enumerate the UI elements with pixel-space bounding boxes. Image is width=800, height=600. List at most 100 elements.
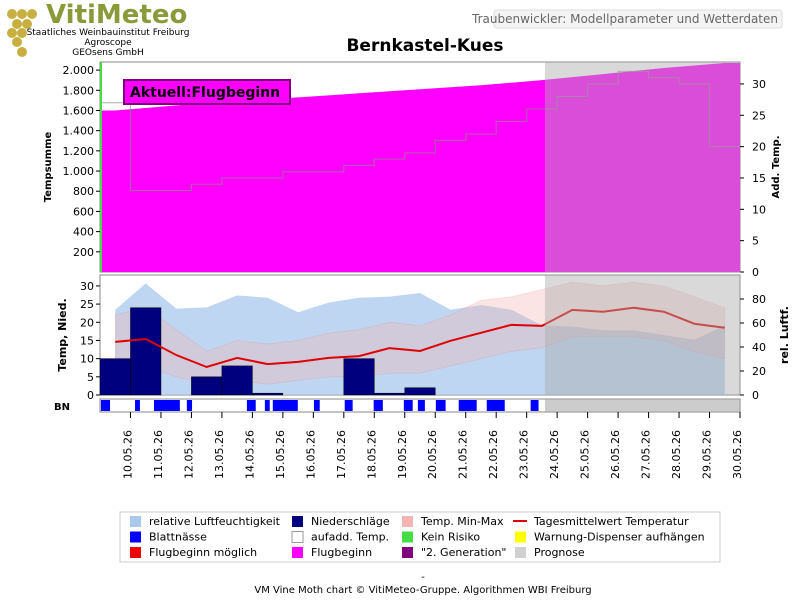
x-tick-label: 23.05.26	[518, 430, 531, 479]
x-tick-label: 18.05.26	[365, 430, 378, 479]
y2-tick-label: 10	[752, 203, 766, 216]
precip-bar	[130, 307, 162, 396]
y-tick-label: 20	[80, 316, 94, 329]
subtitle: Traubenwickler: Modellparameter und Wett…	[471, 12, 778, 26]
tempsum-area	[100, 63, 740, 273]
legend-label: Flugbeginn möglich	[149, 546, 257, 559]
legend-swatch	[402, 531, 413, 543]
legend-label: Warnung-Dispenser aufhängen	[534, 531, 705, 544]
y-tick-label: 1.600	[63, 104, 95, 117]
leaf-wetness	[403, 400, 413, 411]
x-tick-label: 13.05.26	[213, 430, 226, 479]
y-tick-label: 2.000	[63, 64, 95, 77]
legend-swatch	[402, 516, 413, 527]
annotation-box	[123, 79, 291, 105]
leaf-wetness	[264, 400, 270, 411]
x-tick-label: 12.05.26	[182, 430, 195, 479]
y-tick-label: 400	[73, 226, 94, 239]
org: GEOsens GmbH	[72, 48, 143, 58]
y-tick-label: 200	[73, 246, 94, 259]
x-tick-label: 24.05.26	[548, 430, 561, 479]
y-tick-label: 10	[80, 353, 94, 366]
x-tick-label: 30.05.26	[731, 430, 744, 479]
temp-minmax-band	[114, 281, 726, 385]
x-tick-label: 16.05.26	[304, 430, 317, 479]
legend-swatch	[402, 547, 413, 558]
subtitle-box	[493, 9, 783, 29]
y2-tick-label: 0	[752, 389, 759, 402]
leaf-wetness	[313, 400, 320, 411]
x-tick-label: 11.05.26	[152, 430, 165, 479]
y-label: Tempsumme	[43, 132, 54, 203]
y-tick-label: 15	[80, 334, 94, 347]
legend-swatch	[292, 516, 303, 527]
leaf-wetness	[344, 400, 353, 411]
y2-tick-label: 20	[752, 141, 766, 154]
org: Agroscope	[84, 38, 132, 48]
x-tick-label: 28.05.26	[670, 430, 683, 479]
y2-tick-label: 30	[752, 78, 766, 91]
x-tick-label: 29.05.26	[701, 430, 714, 479]
precip-bar	[343, 358, 375, 396]
x-tick-label: 21.05.26	[457, 430, 470, 479]
y-tick-label: 25	[80, 298, 94, 311]
annotation: Aktuell:Flugbeginn	[130, 85, 280, 101]
forecast-bn	[544, 399, 740, 412]
temp-mean-line	[115, 306, 725, 369]
y2-tick-label: 5	[752, 235, 759, 248]
x-tick-label: 26.05.26	[609, 430, 622, 479]
x-tick-label: 25.05.26	[579, 430, 592, 479]
forecast-region	[544, 62, 740, 272]
legend-label: Temp. Min-Max	[420, 515, 504, 528]
legend-label: Prognose	[534, 546, 585, 559]
legend-swatch	[515, 531, 526, 543]
y2-tick-label: 25	[752, 109, 766, 122]
leaf-wetness	[435, 400, 446, 411]
y-label: Temp, Nied.	[56, 298, 69, 371]
y2-tick-label: 0	[752, 266, 759, 279]
legend-label: "2. Generation"	[421, 546, 506, 559]
humidity-area	[115, 283, 725, 395]
legend-swatch	[130, 516, 141, 527]
x-tick-label: 22.05.26	[487, 430, 500, 479]
precip-bar	[374, 392, 406, 396]
leaf-wetness	[486, 400, 505, 411]
legend-label: Kein Risiko	[421, 531, 480, 544]
leaf-wetness	[100, 400, 111, 411]
leaf-wetness	[417, 400, 425, 411]
footer-dash: -	[421, 572, 425, 583]
x-tick-label: 27.05.26	[640, 430, 653, 479]
legend-swatch	[515, 547, 526, 558]
legend-label: Tagesmittelwert Temperatur	[533, 515, 689, 528]
logo-text: VitiMeteo	[46, 0, 187, 30]
leaf-wetness	[530, 400, 539, 411]
legend-label: Niederschläge	[311, 515, 390, 528]
x-tick-label: 14.05.26	[243, 430, 256, 479]
x-tick-label: 19.05.26	[396, 430, 409, 479]
x-tick-label: 17.05.26	[335, 430, 348, 479]
precip-bar	[404, 387, 436, 396]
leaf-wetness	[458, 400, 477, 411]
legend-box	[119, 511, 721, 563]
y-tick-label: 30	[80, 280, 94, 293]
y2-tick-label: 20	[752, 365, 766, 378]
x-tick-label: 10.05.26	[121, 430, 134, 479]
precip-bar	[99, 358, 131, 396]
leaf-wetness	[186, 400, 193, 411]
y-tick-label: 1.400	[63, 125, 95, 138]
legend-label: Flugbeginn	[311, 546, 372, 559]
y2-label: rel. Luftf.	[778, 306, 791, 364]
footer: VM Vine Moth chart © VitiMeteo-Gruppe. A…	[254, 585, 591, 596]
bn-label: BN	[54, 402, 70, 413]
y-tick-label: 600	[73, 205, 94, 218]
y2-tick-label: 15	[752, 172, 766, 185]
forecast-region	[544, 275, 740, 395]
precip-bar	[252, 392, 284, 396]
chart-title: Bernkastel-Kues	[346, 36, 503, 56]
y2-tick-label: 60	[752, 317, 766, 330]
leaf-wetness	[272, 400, 298, 411]
legend-swatch	[292, 547, 303, 558]
legend-swatch	[291, 531, 304, 543]
legend-swatch	[130, 531, 141, 543]
